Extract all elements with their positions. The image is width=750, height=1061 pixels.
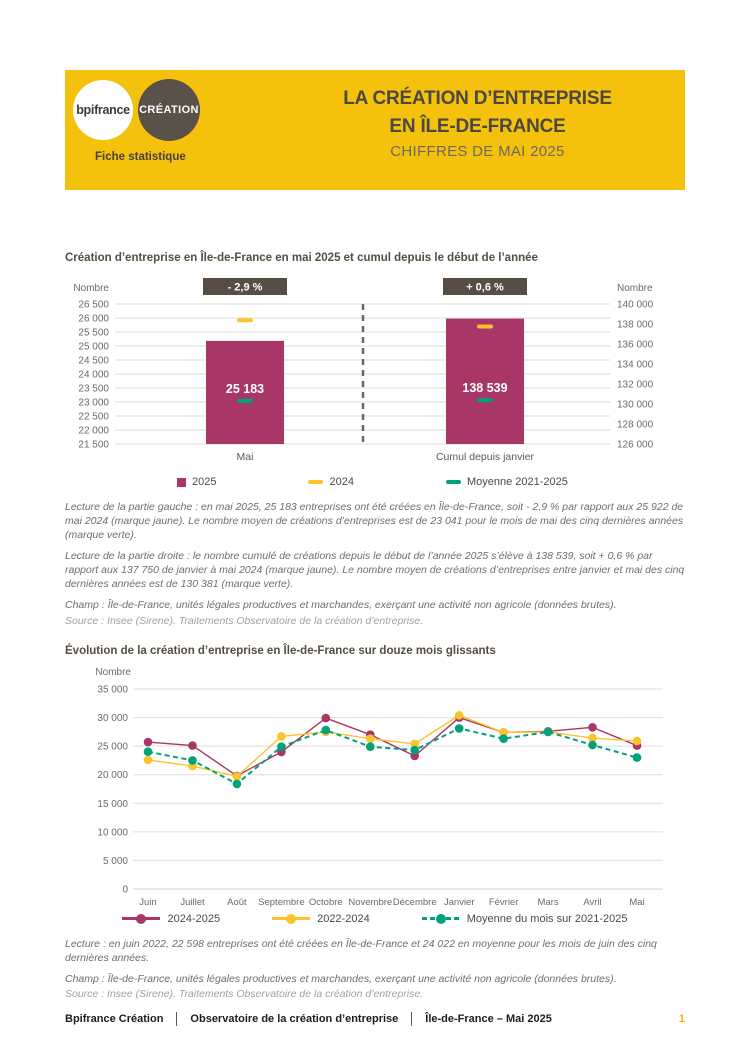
svg-text:5 000: 5 000 — [103, 856, 128, 867]
svg-text:Septembre: Septembre — [258, 897, 304, 908]
legend-item-2022-2024: 2022-2024 — [272, 913, 370, 925]
svg-text:26 000: 26 000 — [78, 314, 109, 325]
svg-text:Février: Février — [489, 897, 519, 908]
footer-brand: Bpifrance Création — [65, 1013, 164, 1025]
logo-block: bpifrance CRÉATION Fiche statistique — [65, 70, 300, 190]
page-footer: Bpifrance Création Observatoire de la cr… — [65, 1012, 685, 1026]
note-champ: Champ : Île-de-France, unités légales pr… — [65, 972, 617, 985]
creation-logo: CRÉATION — [138, 79, 200, 141]
svg-text:130 000: 130 000 — [617, 400, 654, 411]
svg-text:Décembre: Décembre — [393, 897, 437, 908]
note-lecture: Lecture : en juin 2022, 22 598 entrepris… — [65, 937, 657, 964]
svg-text:20 000: 20 000 — [97, 770, 128, 781]
svg-text:25 500: 25 500 — [78, 328, 109, 339]
page-subtitle: CHIFFRES DE MAI 2025 — [390, 143, 565, 161]
svg-text:Juillet: Juillet — [180, 897, 205, 908]
note-champ: Champ : Île-de-France, unités légales pr… — [65, 598, 617, 611]
svg-text:Nombre: Nombre — [617, 283, 653, 294]
svg-text:23 000: 23 000 — [78, 398, 109, 409]
maroon-square-swatch-icon — [177, 477, 186, 487]
svg-text:126 000: 126 000 — [617, 440, 654, 451]
line-chart-title: Évolution de la création d’entreprise en… — [65, 644, 496, 657]
footer-region-date: Île-de-France – Mai 2025 — [425, 1013, 552, 1025]
bar-chart: 21 500 22 000 22 500 23 000 23 500 24 000 24 5… — [73, 278, 654, 463]
svg-text:25 000: 25 000 — [97, 741, 128, 752]
svg-text:138 000: 138 000 — [617, 320, 654, 331]
legend-item-2024-2025: 2024-2025 — [122, 913, 220, 925]
header-banner: bpifrance CRÉATION Fiche statistique LA … — [65, 70, 685, 190]
svg-text:24 000: 24 000 — [78, 370, 109, 381]
legend-item-2025: 2025 — [177, 476, 216, 488]
svg-text:Avril: Avril — [583, 897, 601, 908]
title-block: LA CRÉATION D’ENTREPRISE EN ÎLE-DE-FRANC… — [300, 70, 685, 190]
svg-text:Mai: Mai — [629, 897, 644, 908]
line-chart: 0 5 000 10 000 15 000 20 000 25 000 30 000 35 0… — [95, 667, 663, 908]
green-dash-swatch-icon — [445, 480, 461, 484]
note-lecture-gauche: Lecture de la partie gauche : en mai 202… — [65, 501, 684, 541]
section-bar-chart: Création d’entreprise en Île-de-France e… — [65, 252, 685, 629]
page-title: LA CRÉATION D’ENTREPRISE EN ÎLE-DE-FRANC… — [343, 88, 612, 137]
svg-text:25 000: 25 000 — [78, 342, 109, 353]
section-line-chart: Évolution de la création d’entreprise en… — [65, 645, 685, 1003]
page-number: 1 — [678, 1013, 685, 1025]
line-chart-notes: Lecture : en juin 2022, 22 598 entrepris… — [65, 938, 685, 1003]
svg-text:134 000: 134 000 — [617, 360, 654, 371]
svg-text:Octobre: Octobre — [309, 897, 343, 908]
bpifrance-logo-text: bpifrance — [76, 103, 130, 117]
legend-item-moyenne-mois: Moyenne du mois sur 2021-2025 — [421, 913, 628, 925]
svg-text:- 2,9 %: - 2,9 % — [228, 282, 263, 294]
svg-text:15 000: 15 000 — [97, 798, 128, 809]
fiche-statistique-label: Fiche statistique — [95, 151, 186, 163]
bar-chart-legend: 2025 2024 Moyenne 2021-2025 — [65, 476, 685, 488]
footer-separator — [176, 1012, 178, 1026]
svg-text:Août: Août — [227, 897, 247, 908]
svg-text:132 000: 132 000 — [617, 380, 654, 391]
bar-chart-notes: Lecture de la partie gauche : en mai 202… — [65, 501, 685, 629]
svg-text:Nombre: Nombre — [73, 283, 109, 294]
note-lecture-droite: Lecture de la partie droite : le nombre … — [65, 549, 685, 590]
svg-text:10 000: 10 000 — [97, 827, 128, 838]
svg-text:22 000: 22 000 — [78, 426, 109, 437]
note-source: Source : Insee (Sirene). Traitements Obs… — [65, 988, 424, 1001]
svg-text:Mai: Mai — [237, 451, 254, 463]
svg-text:Mars: Mars — [538, 897, 559, 908]
svg-text:22 500: 22 500 — [78, 412, 109, 423]
svg-text:Janvier: Janvier — [444, 897, 475, 908]
svg-text:Novembre: Novembre — [348, 897, 392, 908]
svg-text:Nombre: Nombre — [95, 667, 131, 678]
svg-text:136 000: 136 000 — [617, 340, 654, 351]
svg-text:138 539: 138 539 — [462, 381, 507, 395]
svg-text:+ 0,6 %: + 0,6 % — [466, 282, 504, 294]
legend-item-2024: 2024 — [308, 476, 354, 488]
bar-chart-title: Création d’entreprise en Île-de-France e… — [65, 252, 538, 264]
svg-text:35 000: 35 000 — [97, 684, 128, 695]
svg-text:128 000: 128 000 — [617, 420, 654, 431]
svg-text:26 500: 26 500 — [78, 300, 109, 311]
svg-text:Cumul depuis janvier: Cumul depuis janvier — [436, 451, 535, 463]
svg-text:140 000: 140 000 — [617, 300, 654, 311]
bpifrance-logo: bpifrance — [73, 80, 133, 140]
yellow-line-dot-swatch-icon — [272, 914, 311, 923]
creation-logo-text: CRÉATION — [139, 104, 199, 116]
maroon-line-dot-swatch-icon — [122, 914, 161, 923]
svg-text:21 500: 21 500 — [78, 440, 109, 451]
yellow-dash-swatch-icon — [308, 480, 324, 484]
svg-text:23 500: 23 500 — [78, 384, 109, 395]
footer-separator — [411, 1012, 413, 1026]
legend-item-moyenne: Moyenne 2021-2025 — [445, 476, 568, 488]
svg-text:25 183: 25 183 — [226, 382, 264, 396]
note-source: Source : Insee (Sirene). Traitements Obs… — [65, 614, 424, 627]
line-chart-legend: 2024-2025 2022-2024 Moyenne du mois sur … — [65, 913, 685, 925]
footer-observatoire: Observatoire de la création d’entreprise — [190, 1013, 399, 1025]
svg-text:0: 0 — [122, 884, 128, 895]
svg-text:Juin: Juin — [139, 897, 156, 908]
svg-text:24 500: 24 500 — [78, 356, 109, 367]
green-dashed-line-dot-swatch-icon — [421, 914, 460, 923]
svg-text:30 000: 30 000 — [97, 713, 128, 724]
